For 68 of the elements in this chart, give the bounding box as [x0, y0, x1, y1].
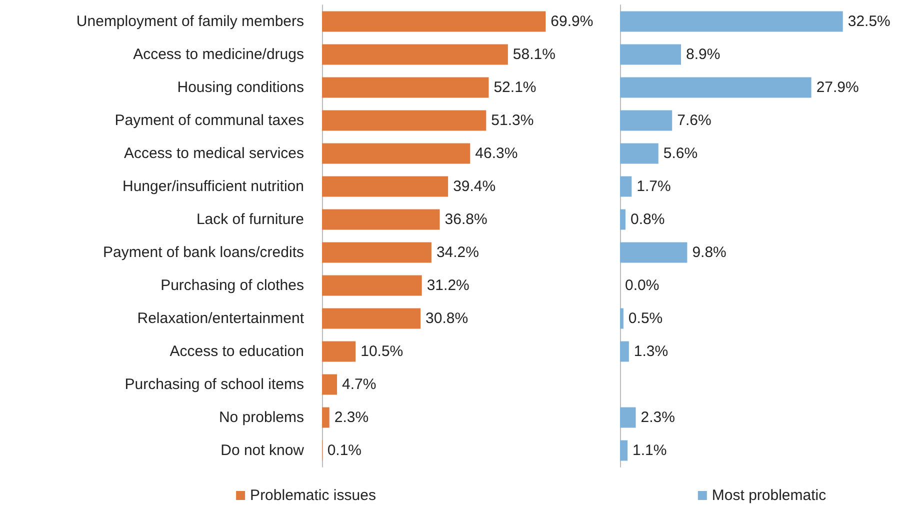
bar [620, 308, 624, 329]
bar [322, 209, 440, 230]
bar [322, 341, 356, 362]
y-tick-label: Do not know [220, 442, 304, 459]
data-label: 0.5% [628, 310, 663, 327]
y-tick-label: Purchasing of clothes [160, 277, 304, 294]
bar [620, 110, 672, 131]
bar [322, 110, 486, 131]
bar [620, 209, 626, 230]
y-tick-label: Payment of bank loans/credits [103, 244, 304, 261]
bar [620, 44, 682, 65]
data-label: 69.9% [550, 13, 594, 30]
data-label: 39.4% [453, 178, 496, 195]
data-label: 4.7% [342, 376, 376, 393]
y-tick-label: Access to medicine/drugs [133, 46, 304, 63]
y-tick-label: Purchasing of school items [124, 376, 304, 393]
y-tick-label: Access to medical services [124, 145, 304, 162]
data-label: 1.7% [636, 178, 671, 195]
bar [322, 44, 508, 65]
data-label: 2.3% [640, 409, 675, 426]
data-label: 27.9% [816, 79, 859, 96]
bar [620, 242, 688, 263]
bar [322, 77, 489, 98]
legend-label: Most problematic [712, 487, 827, 504]
y-tick-label: Relaxation/entertainment [137, 310, 305, 327]
y-tick-label: Payment of communal taxes [114, 112, 304, 129]
bar [322, 308, 421, 329]
y-tick-label: Housing conditions [177, 79, 304, 96]
data-label: 34.2% [436, 244, 479, 261]
data-label: 0.8% [630, 211, 665, 228]
legend-label: Problematic issues [250, 487, 376, 504]
data-label: 36.8% [444, 211, 488, 228]
bar [322, 275, 422, 296]
bar [620, 77, 812, 98]
y-tick-label: Unemployment of family members [76, 13, 304, 30]
bar [620, 341, 629, 362]
y-tick-label: No problems [218, 409, 304, 426]
bar [322, 11, 546, 32]
bar [322, 242, 432, 263]
y-tick-label: Access to education [170, 343, 304, 360]
data-label: 0.1% [327, 442, 362, 459]
data-label: 46.3% [475, 145, 518, 162]
data-label: 1.1% [632, 442, 667, 459]
data-label: 52.1% [494, 79, 536, 96]
data-label: 32.5% [848, 13, 890, 30]
bar [620, 440, 628, 461]
bar [322, 176, 448, 197]
bar [620, 143, 658, 164]
data-label: 1.3% [634, 343, 668, 360]
bar [620, 11, 843, 32]
data-label: 58.1% [512, 46, 556, 63]
data-label: 0.0% [625, 277, 660, 294]
bar [620, 176, 632, 197]
data-label: 30.8% [426, 310, 468, 327]
bar [620, 407, 636, 428]
y-tick-label: Hunger/insufficient nutrition [122, 178, 304, 195]
data-label: 8.9% [686, 46, 720, 63]
bar [322, 407, 330, 428]
data-label: 10.5% [360, 343, 404, 360]
data-label: 7.6% [677, 112, 712, 129]
y-tick-label: Lack of furniture [196, 211, 304, 228]
bar [322, 374, 338, 395]
data-label: 9.8% [692, 244, 726, 261]
bar [322, 143, 470, 164]
data-label: 31.2% [426, 277, 470, 294]
data-label: 5.6% [663, 145, 698, 162]
data-label: 51.3% [491, 112, 534, 129]
data-label: 2.3% [334, 409, 369, 426]
